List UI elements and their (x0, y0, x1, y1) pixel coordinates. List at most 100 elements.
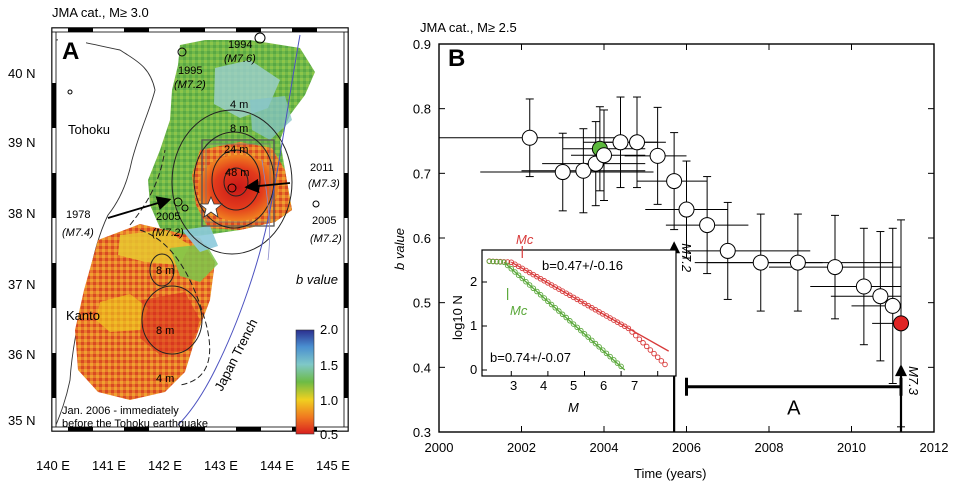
inset-red-point (632, 332, 639, 339)
inset-green-point (570, 321, 577, 327)
inset-green-point (504, 262, 511, 269)
colorbar-tick: 2.0 (320, 322, 338, 337)
lon-tick: 144 E (260, 458, 294, 473)
colorbar-tick: 1.0 (320, 393, 338, 408)
data-point (629, 134, 645, 151)
inset-red-point (643, 343, 650, 350)
inset-green-point (545, 298, 551, 305)
inset-green-fit-line (503, 261, 626, 371)
event-1995-mag: (M7.2) (174, 79, 206, 91)
region-kanto: Kanto (66, 308, 100, 323)
inset-green-point (526, 282, 533, 288)
contour-label: 8 m (156, 265, 174, 277)
lat-tick: 38 N (8, 206, 35, 221)
inset-green-point (541, 295, 547, 301)
data-point (827, 259, 843, 276)
event-1994-year: 1994 (228, 39, 252, 51)
inset-xtick: 6 (600, 378, 607, 393)
x-tick-label: 2000 (425, 440, 454, 455)
event-2011-mag: (M7.3) (308, 178, 340, 190)
lat-tick: 37 N (8, 277, 35, 292)
inset-green-point (596, 344, 602, 350)
inset-b-green: b=0.74+/-0.07 (490, 350, 571, 365)
inset-green-point (603, 350, 610, 357)
data-point (893, 315, 909, 332)
lat-tick: 40 N (8, 66, 35, 81)
inset-green-point (618, 363, 624, 370)
panel-a-letter-bg (58, 35, 86, 63)
inset-ytick: 0 (470, 362, 477, 377)
x-tick-label: 2010 (837, 440, 866, 455)
time-series-chart: 2000 2002 2004 2006 2008 2010 2012 0.30.40.50.… (413, 37, 949, 455)
inset-xlabel: M (568, 400, 579, 415)
event-1978-mag: (M7.4) (62, 227, 94, 239)
inset-red-point (636, 336, 643, 342)
data-point (666, 173, 683, 190)
inset-b-red: b=0.47+/-0.16 (542, 258, 623, 273)
inset-xtick: 5 (570, 378, 577, 393)
data-point (596, 147, 612, 164)
inset-mc-red: Mc (516, 232, 534, 247)
inset-green-point (508, 265, 515, 272)
frequency-magnitude-inset: 3 4 5 6 7 0 1 2 M log10 N Mc Mc b=0.47+/… (450, 232, 677, 415)
inset-green-point (486, 258, 493, 265)
event-2005b-year: 2005 (312, 215, 336, 227)
y-axis-ticks: 0.3 0.4 0.5 0.6 0.7 0.8 0.9 (413, 37, 934, 440)
inset-green-point (501, 259, 507, 265)
inset-red-point (662, 361, 668, 368)
lon-tick: 145 E (316, 458, 350, 473)
inset-green-point (548, 301, 555, 308)
x-tick-label: 2012 (920, 440, 949, 455)
contour-label: 4 m (230, 99, 248, 111)
data-point (521, 129, 538, 146)
inset-green-point (581, 331, 588, 337)
inset-red-point (658, 358, 665, 364)
slip-contours (129, 109, 293, 386)
data-point (884, 297, 901, 314)
inset-green-point (490, 258, 496, 265)
inset-green-point (512, 269, 518, 275)
inset-ytick: 1 (470, 318, 477, 333)
inset-green-point (614, 360, 621, 366)
x-axis-ticks: 2000 2002 2004 2006 2008 2010 2012 (425, 44, 949, 455)
event-2005a-mag: (M7.2) (152, 227, 184, 239)
arrow-2011 (244, 178, 291, 194)
y-tick-label: 0.8 (413, 102, 431, 117)
inset-mc-green: Mc (510, 303, 528, 318)
y-axis-label: b value (392, 228, 407, 270)
data-point (752, 254, 769, 271)
y-tick-label: 0.4 (413, 360, 431, 375)
x-tick-label: 2002 (507, 440, 536, 455)
inset-green-point (592, 340, 599, 347)
map-checkered-border (51, 27, 349, 432)
lon-tick: 143 E (204, 458, 238, 473)
colorbar-tick: 0.5 (320, 427, 338, 442)
colorbar-title: b value (296, 272, 338, 287)
data-point (719, 242, 736, 259)
contour-label: 8 m (156, 325, 174, 337)
coastline (55, 39, 156, 426)
lat-tick: 36 N (8, 347, 35, 362)
inset-red-point (647, 347, 654, 353)
map-caption-line2: before the Tohoku earthquake (62, 418, 208, 430)
lon-tick: 142 E (148, 458, 182, 473)
data-points (521, 129, 909, 332)
event-1994-mag: (M7.6) (224, 53, 256, 65)
inset-green-point (493, 259, 500, 265)
data-point (554, 164, 571, 181)
inset-green-point (537, 292, 544, 298)
inset-green-point (574, 324, 580, 331)
data-point (678, 201, 695, 218)
lon-tick: 140 E (36, 458, 70, 473)
data-point (699, 217, 716, 234)
inset-xtick: 7 (631, 378, 638, 393)
y-tick-label: 0.6 (413, 231, 431, 246)
japan-trench-line (177, 34, 301, 426)
inset-red-point (651, 350, 657, 357)
inset-red-point (654, 354, 661, 360)
inset-green-point (585, 334, 591, 340)
panel-b-letter: B (448, 45, 465, 72)
event-1978-year: 1978 (66, 209, 90, 221)
inset-green-point (611, 357, 617, 363)
